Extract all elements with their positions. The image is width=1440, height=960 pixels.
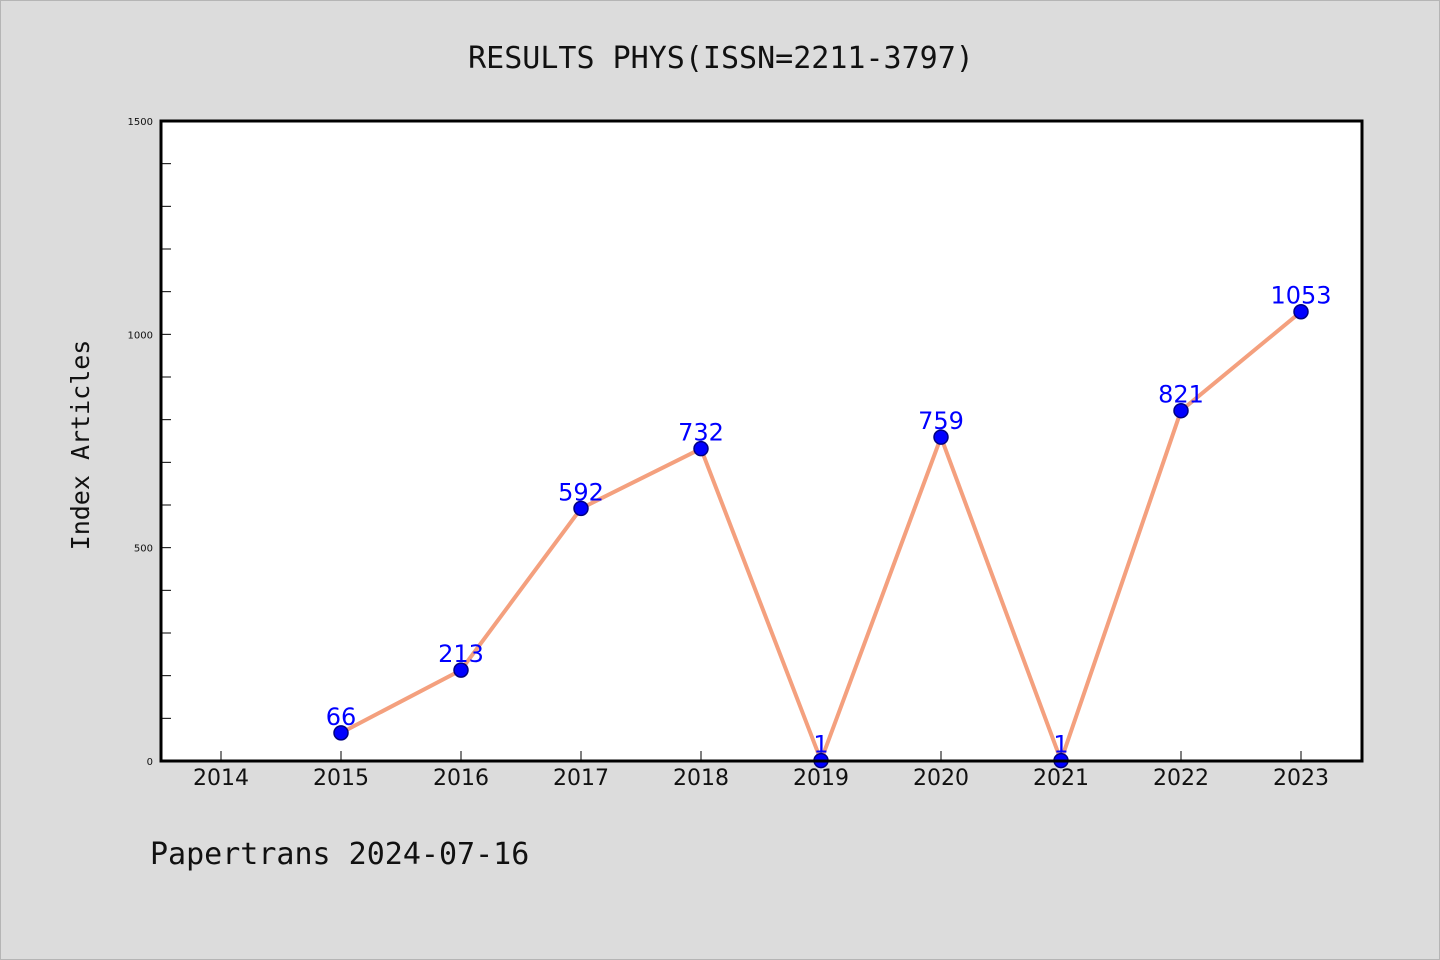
y-axis-label: Index Articles <box>66 340 95 551</box>
data-label: 732 <box>678 419 724 447</box>
x-tick-label: 2015 <box>313 766 369 791</box>
data-point <box>333 725 349 741</box>
data-label: 1053 <box>1270 282 1331 310</box>
x-tick-label: 2016 <box>433 766 489 791</box>
plot-frame <box>159 119 1364 763</box>
x-tick-label: 2020 <box>913 766 969 791</box>
x-ticks: 2014 2015 2016 2017 2018 2019 2020 2021 2022 2023 <box>193 751 1329 791</box>
data-point <box>933 429 949 445</box>
x-tick-label: 2023 <box>1273 766 1329 791</box>
data-point <box>453 662 469 678</box>
data-point <box>693 440 709 457</box>
data-point <box>1293 303 1309 320</box>
y-minor-ticks <box>161 163 171 719</box>
plot-area <box>161 121 1362 761</box>
data-label: 1 <box>1053 731 1068 759</box>
y-tick-label: 0 <box>147 757 153 768</box>
data-markers <box>333 303 1309 769</box>
x-tick-label: 2017 <box>553 766 609 791</box>
data-point <box>573 500 589 517</box>
data-label: 759 <box>918 407 964 435</box>
data-label: 592 <box>558 478 604 506</box>
data-labels: 66 213 592 732 1 759 1 821 1053 <box>326 282 1332 759</box>
footer-credit: Papertrans 2024-07-16 <box>150 837 529 872</box>
y-tick-label: 1000 <box>128 330 153 341</box>
data-label: 66 <box>326 703 357 731</box>
data-label: 1 <box>813 731 828 759</box>
x-tick-label: 2022 <box>1153 766 1209 791</box>
x-tick-label: 2021 <box>1033 766 1089 791</box>
x-tick-label: 2018 <box>673 766 729 791</box>
y-tick-label: 1500 <box>128 117 153 128</box>
y-tick-label: 500 <box>134 544 153 555</box>
x-tick-label: 2019 <box>793 766 849 791</box>
data-point <box>1173 402 1189 419</box>
chart-title: RESULTS PHYS(ISSN=2211-3797) <box>468 41 974 76</box>
data-label: 213 <box>438 640 484 668</box>
data-label: 821 <box>1158 381 1204 409</box>
x-tick-label: 2014 <box>193 766 249 791</box>
